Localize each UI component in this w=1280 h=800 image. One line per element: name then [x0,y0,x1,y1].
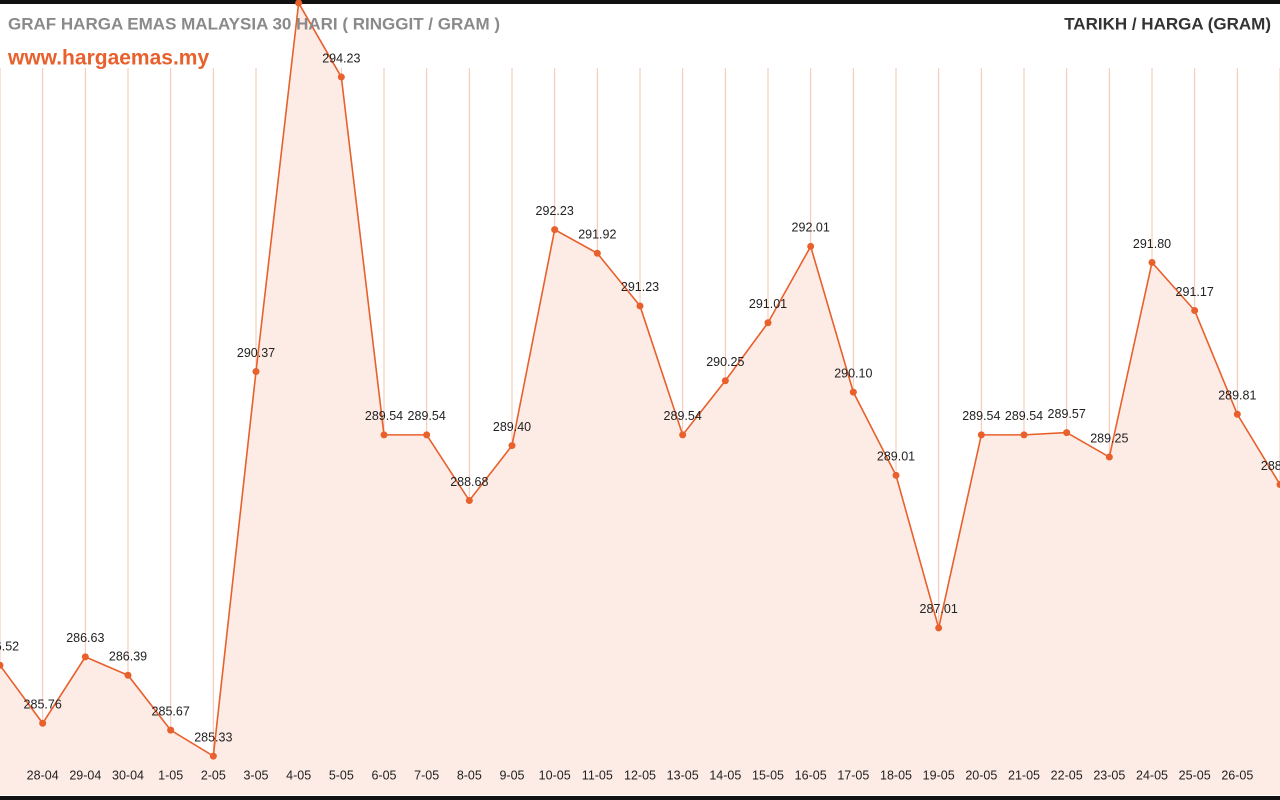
point [1276,480,1280,488]
x-tick-label: 11-05 [582,768,613,782]
point [849,388,857,396]
point [977,431,985,439]
point [1148,258,1156,266]
point [81,653,89,661]
point [1191,307,1199,315]
value-label: 291.01 [749,297,787,311]
value-label: 285.67 [152,704,190,718]
x-tick-label: 8-05 [457,768,482,782]
point [551,226,559,234]
point [209,752,217,760]
x-tick-label: 5-05 [329,768,354,782]
point [124,671,132,679]
x-tick-label: 3-05 [243,768,268,782]
x-tick-label: 28-04 [27,768,59,782]
chart-title: GRAF HARGA EMAS MALAYSIA 30 HARI ( RINGG… [8,14,500,33]
x-tick-label: 2-05 [201,768,226,782]
x-tick-label: 21-05 [1008,768,1040,782]
value-label: 289.57 [1048,407,1086,421]
x-tick-label: 17-05 [837,768,869,782]
x-tick-label: 9-05 [499,768,524,782]
x-tick-label: 20-05 [965,768,997,782]
value-label: 289.54 [962,409,1000,423]
value-label: 291.80 [1133,237,1171,251]
value-label: 292.23 [536,204,574,218]
value-label: 292.01 [792,221,830,235]
value-label: 289.54 [365,409,403,423]
x-tick-label: 26-05 [1221,768,1253,782]
point [39,719,47,727]
x-tick-label: 23-05 [1093,768,1125,782]
value-label: 288.89 [1261,459,1280,473]
point [892,471,900,479]
value-label: 291.92 [578,228,616,242]
point [337,73,345,81]
point [721,377,729,385]
x-tick-label: 19-05 [923,768,955,782]
x-tick-label: 14-05 [709,768,741,782]
value-label: 289.25 [1090,431,1128,445]
point [1063,429,1071,437]
point [935,624,943,632]
value-label: 289.54 [408,409,446,423]
x-tick-label: 29-04 [69,768,101,782]
value-label: 290.25 [706,355,744,369]
value-label: 294.23 [322,51,360,65]
value-label: 285.33 [194,730,232,744]
value-label: 289.54 [664,409,702,423]
value-label: 290.10 [834,366,872,380]
x-tick-label: 22-05 [1051,768,1083,782]
point [380,431,388,439]
x-tick-label: 16-05 [795,768,827,782]
value-label: 289.40 [493,420,531,434]
point [593,249,601,257]
point [0,661,4,669]
point [465,496,473,504]
point [167,726,175,734]
legend-title: TARIKH / HARGA (GRAM) [1064,14,1271,33]
value-label: 287.01 [920,602,958,616]
value-label: 286.39 [109,650,147,664]
value-label: 289.54 [1005,409,1043,423]
value-label: 286.63 [66,631,104,645]
value-label: 286.52 [0,640,19,654]
bottom-bar [0,796,1280,800]
value-label: 290.37 [237,346,275,360]
point [508,442,516,450]
value-label: 291.23 [621,280,659,294]
point [252,368,260,376]
point [679,431,687,439]
point [423,431,431,439]
x-tick-label: 7-05 [414,768,439,782]
value-label: 289.81 [1218,389,1256,403]
value-label: 288.68 [450,475,488,489]
point [636,302,644,310]
value-label: 291.17 [1176,285,1214,299]
x-tick-label: 1-05 [158,768,183,782]
x-tick-label: 15-05 [752,768,784,782]
value-label: 289.01 [877,450,915,464]
x-tick-label: 13-05 [667,768,699,782]
top-bar [0,0,1280,4]
x-tick-label: 4-05 [286,768,311,782]
point [295,0,303,7]
point [764,319,772,327]
area [0,3,1280,796]
x-tick-label: 24-05 [1136,768,1168,782]
point [1233,410,1241,418]
x-tick-label: 25-05 [1179,768,1211,782]
x-tick-label: 6-05 [371,768,396,782]
value-label: 285.76 [24,698,62,712]
point [1105,453,1113,461]
site-url: www.hargaemas.my [7,47,209,70]
x-tick-label: 30-04 [112,768,144,782]
point [1020,431,1028,439]
x-tick-label: 12-05 [624,768,656,782]
point [807,242,815,250]
x-tick-label: 10-05 [539,768,571,782]
x-tick-label: 18-05 [880,768,912,782]
